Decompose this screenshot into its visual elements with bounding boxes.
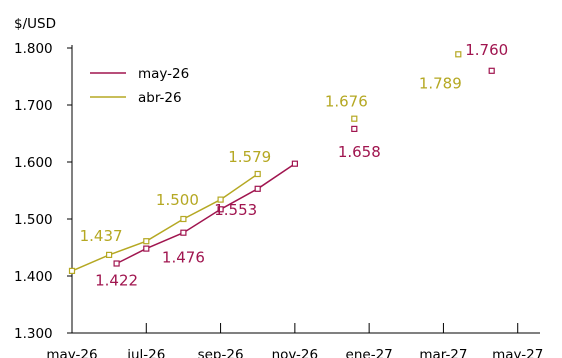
x-tick-label: mar-27 (419, 347, 467, 358)
data-point-marker (455, 51, 462, 58)
y-tick-label: 1.500 (14, 212, 53, 228)
y-tick-label: 1.600 (14, 155, 53, 171)
data-label: 1.789 (419, 74, 462, 92)
data-point-marker (105, 251, 113, 258)
data-point-marker (351, 125, 358, 133)
data-label: 1.476 (162, 249, 205, 267)
y-tick-label: 1.400 (14, 269, 53, 285)
series-line-may-26 (116, 163, 296, 265)
data-label: 1.437 (80, 227, 123, 245)
legend: may-26 abr-26 (90, 66, 189, 106)
y-axis-unit-label: $/USD (14, 16, 56, 32)
series-line-abr-26 (71, 173, 259, 272)
data-point-marker (143, 238, 150, 245)
data-label: 1.676 (325, 93, 368, 111)
series-lines (71, 163, 296, 272)
data-point-marker (254, 185, 261, 192)
data-label: 1.760 (465, 41, 508, 59)
data-label: 1.422 (95, 272, 138, 290)
data-point-marker (217, 206, 224, 213)
data-point-marker (254, 170, 261, 178)
legend-label: abr-26 (138, 90, 182, 106)
x-tick-label: may-26 (46, 347, 97, 358)
y-tick-label: 1.700 (14, 98, 53, 114)
axes: 1.300 1.400 1.500 1.600 1.700 1.800 may-26 jul-… (14, 41, 543, 358)
x-tick-label: jul-26 (126, 347, 165, 358)
x-tick-label: nov-26 (272, 347, 319, 358)
data-point-marker (351, 115, 358, 122)
x-tick-label: ene-27 (346, 347, 393, 358)
x-tick-label: may-27 (492, 347, 543, 358)
data-point-marker (217, 196, 224, 203)
data-label: 1.658 (338, 143, 381, 161)
series-markers (68, 51, 495, 274)
data-label: 1.500 (156, 191, 199, 209)
data-point-marker (180, 229, 187, 236)
data-point-marker (113, 260, 120, 267)
y-tick-label: 1.300 (14, 326, 53, 342)
data-point-marker (68, 267, 76, 274)
data-label: 1.553 (214, 201, 257, 219)
data-point-marker (488, 67, 495, 74)
y-tick-label: 1.800 (14, 41, 53, 57)
data-point-marker (180, 215, 187, 223)
legend-label: may-26 (138, 66, 189, 82)
data-label: 1.579 (228, 148, 271, 166)
x-tick-label: sep-26 (198, 347, 244, 358)
data-point-marker (291, 160, 298, 167)
data-point-marker (143, 245, 150, 252)
data-labels: 1.422 1.476 1.553 1.658 1.760 1.437 1.500 1.579… (80, 41, 509, 290)
